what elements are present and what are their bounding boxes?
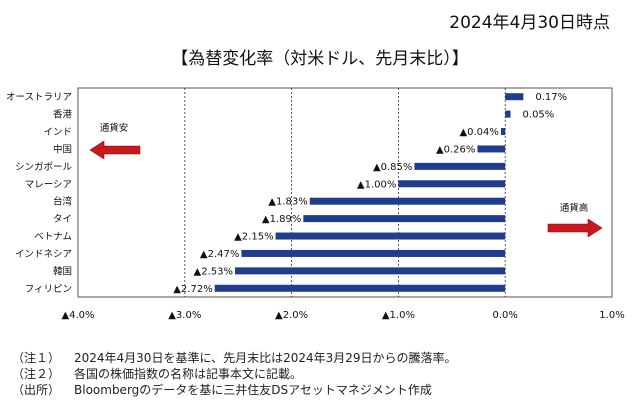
category-label: 香港: [53, 109, 73, 121]
data-label: ▲2.72%: [173, 284, 212, 295]
left-arrow-label: 通貨安: [100, 122, 129, 134]
bar: [234, 267, 506, 275]
category-label: フィリピン: [25, 284, 72, 295]
data-label: ▲2.53%: [194, 266, 233, 277]
category-label: オーストラリア: [6, 92, 72, 103]
plot-frame: [77, 87, 613, 298]
category-label: マレーシア: [25, 179, 72, 190]
bar: [477, 145, 506, 153]
bar: [241, 249, 506, 257]
date-label: 2024年4月30日時点: [449, 13, 610, 33]
bar: [398, 180, 506, 188]
left-arrow-icon: [89, 140, 141, 160]
category-label: インドネシア: [15, 249, 72, 260]
category-label: ベトナム: [34, 232, 72, 243]
x-tick-label: ▲2.0%: [275, 310, 308, 321]
chart-title: 【為替変化率（対米ドル、先月末比）】: [171, 49, 469, 69]
x-tick-label: 1.0%: [599, 310, 624, 321]
data-label: 0.05%: [523, 110, 555, 121]
footnote-1: （注１） 2024年4月30日を基準に、先月末比は2024年3月29日からの騰落率…: [12, 351, 457, 365]
category-label: 中国: [53, 143, 72, 155]
data-label: ▲2.47%: [200, 249, 239, 260]
bar: [303, 215, 506, 223]
bar: [214, 284, 506, 292]
data-label: ▲1.83%: [268, 197, 307, 208]
bar: [505, 93, 524, 101]
x-tick-label: ▲3.0%: [168, 310, 201, 321]
footnotes: （注１） 2024年4月30日を基準に、先月末比は2024年3月29日からの騰落率…: [12, 350, 457, 398]
data-label: ▲0.85%: [373, 162, 412, 173]
category-label: 韓国: [53, 266, 72, 277]
bar: [309, 197, 506, 205]
footnote-2: （注２） 各国の株価指数の名称は記事本文に記載。: [12, 367, 303, 381]
bar: [414, 162, 506, 170]
x-tick-label: ▲4.0%: [61, 310, 94, 321]
x-tick-label: ▲1.0%: [382, 310, 415, 321]
x-tick-label: 0.0%: [492, 310, 517, 321]
bar: [505, 110, 511, 118]
right-arrow-label: 通貨高: [560, 202, 589, 214]
data-label: ▲0.04%: [459, 127, 498, 138]
data-label: ▲0.26%: [436, 144, 475, 155]
data-label: ▲1.89%: [262, 214, 301, 225]
footnote-source: （出所） Bloombergのデータを基に三井住友DSアセットマネジメント作成: [12, 383, 432, 397]
right-arrow-icon: [547, 218, 603, 238]
bar: [500, 128, 506, 136]
category-label: 台湾: [53, 196, 73, 208]
category-label: インド: [43, 127, 72, 138]
category-label: タイ: [53, 214, 72, 225]
data-label: ▲1.00%: [357, 179, 396, 190]
data-label: 0.17%: [535, 92, 567, 103]
category-label: シンガポール: [15, 162, 73, 173]
bar: [275, 232, 506, 240]
data-label: ▲2.15%: [234, 232, 273, 243]
